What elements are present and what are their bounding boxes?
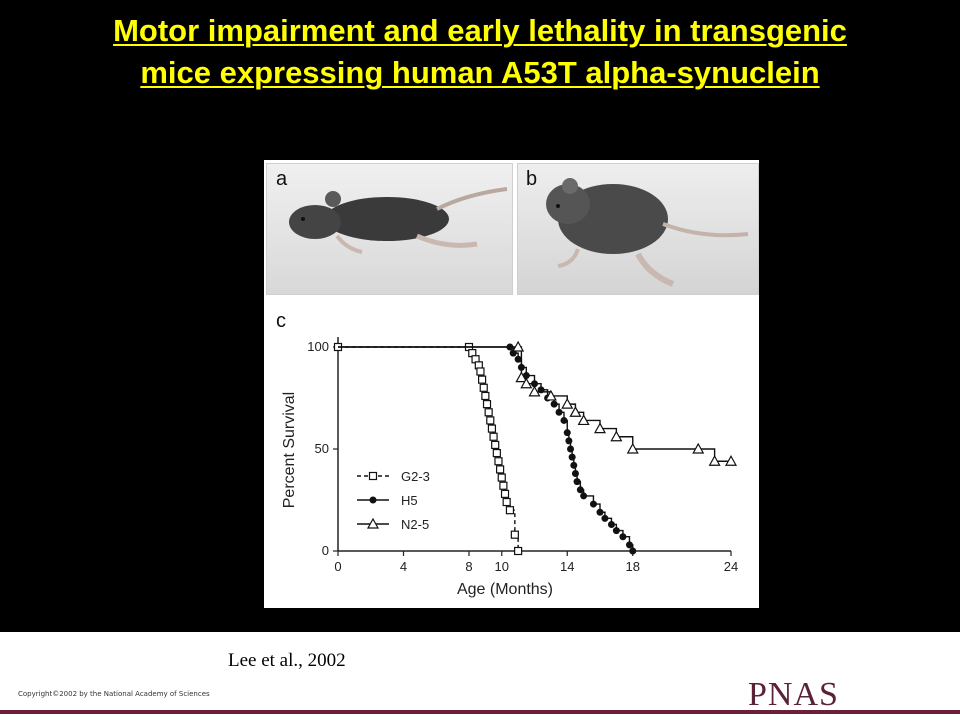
data-point	[589, 500, 597, 508]
data-point	[576, 486, 584, 494]
data-point	[560, 416, 568, 424]
data-point	[577, 414, 590, 426]
x-tick-label: 18	[626, 559, 640, 574]
data-point	[487, 424, 497, 433]
data-point	[497, 473, 506, 482]
data-point	[481, 391, 490, 401]
data-point	[496, 465, 505, 474]
data-point	[569, 406, 582, 417]
data-point	[612, 527, 620, 535]
data-point	[596, 508, 604, 516]
data-point	[489, 432, 498, 441]
data-point	[492, 448, 501, 458]
data-point	[573, 478, 581, 486]
title-line-2: mice expressing human A53T alpha-synucle…	[140, 55, 820, 90]
mouse-a-image	[267, 164, 512, 294]
data-point	[512, 340, 525, 352]
photo-panel-b	[517, 163, 759, 295]
data-point	[570, 461, 578, 469]
data-point	[724, 455, 738, 466]
data-point	[502, 497, 511, 507]
data-point	[708, 455, 721, 466]
panel-label-c: c	[276, 310, 286, 332]
mouse-b-image	[518, 164, 758, 294]
series-h5	[338, 343, 637, 555]
photo-panel-a	[266, 163, 513, 295]
data-point	[550, 400, 558, 408]
data-point	[494, 457, 503, 466]
data-point	[625, 541, 633, 549]
legend-marker	[369, 496, 377, 504]
data-point	[555, 408, 563, 416]
data-point	[629, 547, 637, 555]
data-point	[607, 520, 615, 528]
x-tick-label: 24	[724, 559, 738, 574]
y-tick-label: 50	[315, 441, 329, 456]
journal-logo: PNAS	[748, 676, 839, 713]
chart-axes: 0 4 8 10 14 18 24 0 50 100	[307, 337, 738, 574]
data-point	[565, 437, 573, 445]
series-g2-3	[333, 342, 523, 556]
x-tick-label: 10	[495, 559, 509, 574]
chart-series	[333, 340, 738, 556]
x-tick-label: 4	[400, 559, 407, 574]
legend-marker	[368, 471, 378, 481]
data-point	[568, 453, 576, 461]
data-point	[515, 371, 528, 383]
chart-legend: G2-3 H5 N2-5	[357, 469, 430, 532]
data-point	[484, 408, 493, 417]
data-point	[510, 530, 519, 539]
copyright-notice: Copyright©2002 by the National Academy o…	[18, 690, 210, 698]
data-point	[692, 442, 705, 454]
data-point	[619, 533, 627, 541]
legend-marker	[366, 517, 380, 529]
data-point	[610, 430, 623, 442]
data-point	[476, 367, 485, 376]
series-n2-5	[338, 340, 738, 466]
data-point	[479, 383, 488, 392]
data-point	[478, 375, 487, 384]
data-point	[544, 389, 557, 401]
x-tick-label: 8	[465, 559, 472, 574]
data-point	[500, 489, 510, 498]
legend-label: G2-3	[401, 469, 430, 484]
data-point	[514, 355, 522, 363]
panel-label-a: a	[276, 168, 288, 190]
slide-title: Motor impairment and early lethality in …	[0, 10, 960, 94]
data-point	[505, 506, 515, 515]
data-point	[580, 492, 588, 500]
y-tick-label: 0	[322, 543, 329, 558]
series-line	[338, 346, 731, 462]
survival-chart: 0 4 8 10 14 18 24 0 50 100 G2-3 H5 N2-5 Age (Months…	[281, 337, 738, 598]
data-point	[571, 469, 579, 477]
data-point	[561, 397, 574, 409]
x-tick-label: 14	[560, 559, 574, 574]
figure-panel: a b c 0 4 8 10 14 18 24 0 5	[264, 160, 759, 608]
legend-label: N2-5	[401, 517, 429, 532]
data-point	[601, 514, 609, 522]
title-line-1: Motor impairment and early lethality in …	[113, 13, 847, 48]
legend-label: H5	[401, 493, 418, 508]
y-tick-label: 100	[307, 339, 329, 354]
data-point	[563, 429, 571, 437]
footer-bar	[0, 632, 960, 720]
data-point	[486, 416, 495, 425]
data-point	[482, 400, 492, 409]
y-axis-label: Percent Survival	[281, 392, 298, 509]
data-point	[491, 440, 500, 450]
data-point	[593, 422, 607, 434]
panel-label-b: b	[526, 168, 538, 190]
x-axis-label: Age (Months)	[457, 581, 553, 598]
data-point	[528, 385, 541, 397]
data-point	[567, 445, 575, 453]
citation: Lee et al., 2002	[228, 650, 346, 671]
x-tick-label: 0	[334, 559, 341, 574]
data-point	[514, 546, 523, 556]
footer-rule	[0, 710, 960, 714]
data-point	[626, 442, 639, 454]
data-point	[520, 377, 533, 389]
data-point	[499, 481, 508, 490]
